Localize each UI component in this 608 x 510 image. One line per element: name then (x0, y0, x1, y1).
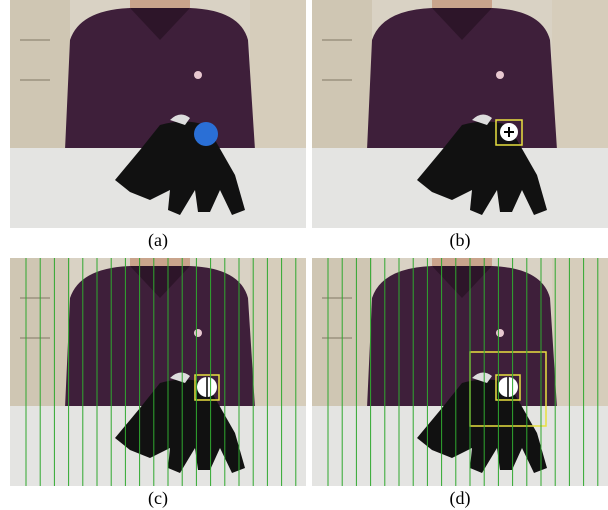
caption: (d) (312, 488, 608, 509)
figure: (a) (b) (c) (d) (0, 0, 608, 510)
photo-d (312, 258, 608, 486)
caption: (b) (312, 230, 608, 251)
caption: (a) (10, 230, 306, 251)
caption: (c) (10, 488, 306, 509)
photo-c (10, 258, 306, 486)
photo-a (10, 0, 306, 228)
photo-b (312, 0, 608, 228)
